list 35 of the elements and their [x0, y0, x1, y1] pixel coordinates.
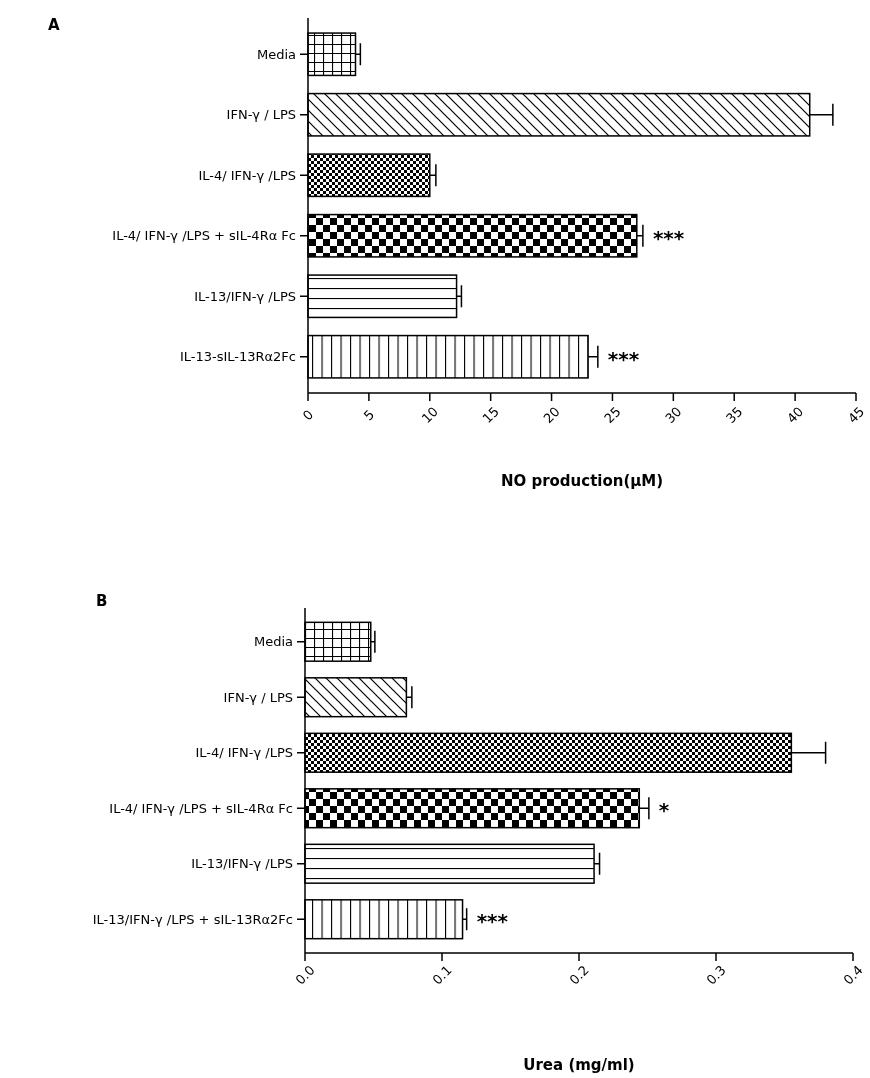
x-tick-label: 10: [418, 403, 441, 427]
x-tick-label: 0.3: [703, 962, 729, 988]
annotation: ***: [607, 346, 640, 371]
y-tick-label: IL-13/IFN-γ /LPS: [194, 288, 296, 304]
x-tick-label: 25: [601, 403, 624, 427]
y-tick-label: IL-4/ IFN-γ /LPS: [195, 745, 293, 761]
x-tick-label: 0.1: [429, 962, 455, 988]
x-tick-label: 30: [662, 403, 685, 427]
text: B: [96, 592, 108, 610]
x-tick-label: 0.2: [566, 962, 592, 988]
text: A: [48, 16, 60, 34]
y-tick-label: Media: [253, 634, 293, 650]
y-tick-label: IL-13/IFN-γ /LPS + sIL-13Rα2Fc: [92, 911, 293, 927]
x-tick-label: 0: [299, 406, 317, 424]
y-tick-label: IL-4/ IFN-γ /LPS: [198, 167, 296, 183]
y-tick-label: IFN-γ / LPS: [226, 107, 296, 123]
y-tick-label: IL-13-sIL-13Rα2Fc: [179, 349, 296, 365]
y-tick-label: IL-4/ IFN-γ /LPS + sIL-4Rα Fc: [112, 228, 296, 244]
x-tick-label: 35: [723, 403, 746, 427]
y-tick-label: Media: [256, 46, 296, 62]
x-tick-label: 0.0: [292, 962, 318, 988]
x-tick-label: 0.4: [840, 962, 866, 988]
x-tick-label: 45: [844, 403, 868, 427]
annotation: *: [658, 798, 670, 823]
y-tick-label: IFN-γ / LPS: [223, 689, 293, 705]
y-tick-label: IL-4/ IFN-γ /LPS + sIL-4Rα Fc: [109, 800, 293, 816]
x-tick-label: 5: [360, 406, 378, 424]
x-tick-label: 15: [479, 403, 502, 427]
y-tick-label: IL-13/IFN-γ /LPS: [191, 856, 293, 872]
x-axis-title: Urea (mg/ml): [523, 1056, 635, 1074]
annotation: ***: [476, 909, 509, 934]
annotation: ***: [652, 225, 685, 250]
x-tick-label: 40: [783, 403, 807, 427]
x-tick-label: 20: [540, 403, 563, 427]
x-axis-title: NO production(μM): [500, 472, 664, 490]
